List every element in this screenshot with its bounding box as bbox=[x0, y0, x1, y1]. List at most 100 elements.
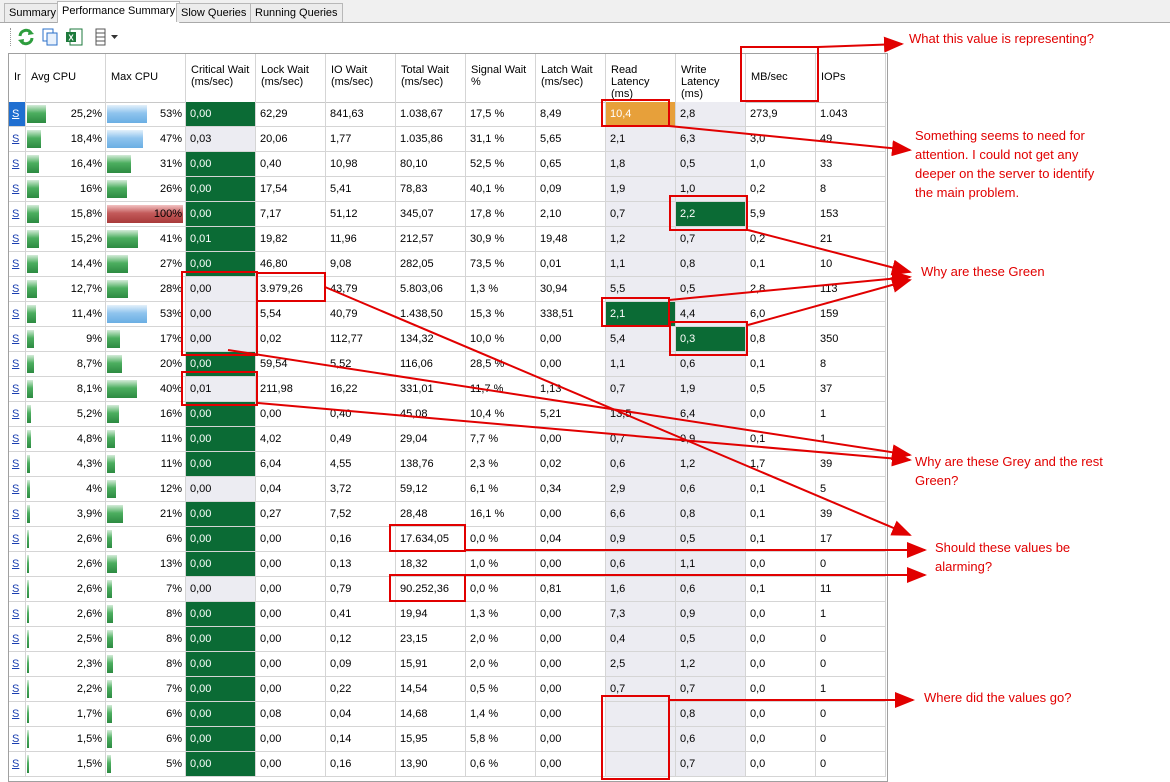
instance-link[interactable]: S bbox=[12, 508, 20, 520]
table-row[interactable]: S 5,2% 16% 0,00 0,00 0,40 45,08 10,4 % 5,21 13,5 6… bbox=[9, 402, 887, 427]
table-row[interactable]: S 14,4% 27% 0,00 46,80 9,08 282,05 73,5 % 0,01 1,… bbox=[9, 252, 887, 277]
tab-performance-summary[interactable]: Performance Summary bbox=[57, 1, 181, 23]
instance-link[interactable]: S bbox=[12, 358, 20, 370]
instance-cell[interactable]: S bbox=[9, 152, 26, 177]
instance-cell[interactable]: S bbox=[9, 127, 26, 152]
column-header-readlat[interactable]: Read Latency (ms) bbox=[606, 54, 676, 102]
table-row[interactable]: S 15,2% 41% 0,01 19,82 11,96 212,57 30,9 % 19,48… bbox=[9, 227, 887, 252]
column-header-signal[interactable]: Signal Wait % bbox=[466, 54, 536, 102]
instance-cell[interactable]: S bbox=[9, 527, 26, 552]
instance-cell[interactable]: S bbox=[9, 277, 26, 302]
instance-cell[interactable]: S bbox=[9, 427, 26, 452]
table-row[interactable]: S 2,3% 8% 0,00 0,00 0,09 15,91 2,0 % 0,00 2,5 1,2 0… bbox=[9, 652, 887, 677]
instance-link[interactable]: S bbox=[12, 758, 20, 770]
instance-link[interactable]: S bbox=[12, 633, 20, 645]
instance-link[interactable]: S bbox=[12, 133, 20, 145]
instance-cell[interactable]: S bbox=[9, 577, 26, 602]
instance-link[interactable]: S bbox=[12, 608, 20, 620]
instance-link[interactable]: S bbox=[12, 383, 20, 395]
table-row[interactable]: S 1,5% 5% 0,00 0,00 0,16 13,90 0,6 % 0,00 0,7 0,0 0 bbox=[9, 752, 887, 777]
instance-cell[interactable]: S bbox=[9, 652, 26, 677]
instance-cell[interactable]: S bbox=[9, 452, 26, 477]
instance-cell[interactable]: S bbox=[9, 352, 26, 377]
column-header-io[interactable]: IO Wait (ms/sec) bbox=[326, 54, 396, 102]
column-header-lock[interactable]: Lock Wait (ms/sec) bbox=[256, 54, 326, 102]
instance-link[interactable]: S bbox=[12, 233, 20, 245]
table-row[interactable]: S 8,7% 20% 0,00 59,54 5,52 116,06 28,5 % 0,00 1,1… bbox=[9, 352, 887, 377]
instance-cell[interactable]: S bbox=[9, 552, 26, 577]
instance-cell[interactable]: S bbox=[9, 602, 26, 627]
table-row[interactable]: S 2,6% 13% 0,00 0,00 0,13 18,32 1,0 % 0,00 0,6 1,1… bbox=[9, 552, 887, 577]
table-row[interactable]: S 1,5% 6% 0,00 0,00 0,14 15,95 5,8 % 0,00 0,6 0,0 0 bbox=[9, 727, 887, 752]
instance-cell[interactable]: S bbox=[9, 252, 26, 277]
instance-link[interactable]: S bbox=[12, 658, 20, 670]
column-header-latch[interactable]: Latch Wait (ms/sec) bbox=[536, 54, 606, 102]
instance-cell[interactable]: S bbox=[9, 102, 26, 127]
table-row[interactable]: S 16,4% 31% 0,00 0,40 10,98 80,10 52,5 % 0,65 1,8… bbox=[9, 152, 887, 177]
instance-cell[interactable]: S bbox=[9, 402, 26, 427]
instance-link[interactable]: S bbox=[12, 433, 20, 445]
column-header-avg[interactable]: Avg CPU bbox=[26, 54, 106, 102]
instance-link[interactable]: S bbox=[12, 183, 20, 195]
instance-cell[interactable]: S bbox=[9, 677, 26, 702]
instance-link[interactable]: S bbox=[12, 208, 20, 220]
instance-cell[interactable]: S bbox=[9, 477, 26, 502]
table-row[interactable]: S 4,8% 11% 0,00 4,02 0,49 29,04 7,7 % 0,00 0,7 0,9… bbox=[9, 427, 887, 452]
table-row[interactable]: S 9% 17% 0,00 0,02 112,77 134,32 10,0 % 0,00 5,4 0… bbox=[9, 327, 887, 352]
instance-cell[interactable]: S bbox=[9, 327, 26, 352]
instance-link[interactable]: S bbox=[12, 333, 20, 345]
table-row[interactable]: S 2,2% 7% 0,00 0,00 0,22 14,54 0,5 % 0,00 0,7 0,7 0… bbox=[9, 677, 887, 702]
instance-cell[interactable]: S bbox=[9, 227, 26, 252]
table-row[interactable]: S 8,1% 40% 0,01 211,98 16,22 331,01 11,7 % 1,13 0… bbox=[9, 377, 887, 402]
table-row[interactable]: S 4% 12% 0,00 0,04 3,72 59,12 6,1 % 0,34 2,9 0,6 0,… bbox=[9, 477, 887, 502]
instance-link[interactable]: S bbox=[12, 308, 20, 320]
table-row[interactable]: S 4,3% 11% 0,00 6,04 4,55 138,76 2,3 % 0,02 0,6 1,… bbox=[9, 452, 887, 477]
instance-cell[interactable]: S bbox=[9, 502, 26, 527]
dropdown-arrow-icon[interactable] bbox=[111, 35, 118, 40]
column-header-max[interactable]: Max CPU bbox=[106, 54, 186, 102]
column-header-ins[interactable]: Ir bbox=[9, 54, 26, 102]
column-header-mbsec[interactable]: MB/sec bbox=[746, 54, 816, 102]
table-row[interactable]: S 12,7% 28% 0,00 3.979,26 43,79 5.803,06 1,3 % 3… bbox=[9, 277, 887, 302]
tab-summary[interactable]: Summary bbox=[4, 3, 62, 22]
instance-link[interactable]: S bbox=[12, 483, 20, 495]
instance-cell[interactable]: S bbox=[9, 752, 26, 777]
instance-link[interactable]: S bbox=[12, 583, 20, 595]
instance-cell[interactable]: S bbox=[9, 627, 26, 652]
excel-export-icon[interactable]: X bbox=[64, 27, 84, 47]
instance-link[interactable]: S bbox=[12, 558, 20, 570]
table-row[interactable]: S 2,6% 6% 0,00 0,00 0,16 17.634,05 0,0 % 0,04 0,9… bbox=[9, 527, 887, 552]
instance-link[interactable]: S bbox=[12, 533, 20, 545]
table-row[interactable]: S 16% 26% 0,00 17,54 5,41 78,83 40,1 % 0,09 1,9 1,… bbox=[9, 177, 887, 202]
table-row[interactable]: S 2,6% 7% 0,00 0,00 0,79 90.252,36 0,0 % 0,81 1,6… bbox=[9, 577, 887, 602]
table-row[interactable]: S 25,2% 53% 0,00 62,29 841,63 1.038,67 17,5 % 8,… bbox=[9, 102, 887, 127]
instance-cell[interactable]: S bbox=[9, 702, 26, 727]
instance-cell[interactable]: S bbox=[9, 377, 26, 402]
column-header-iops[interactable]: IOPs bbox=[816, 54, 886, 102]
table-row[interactable]: S 1,7% 6% 0,00 0,08 0,04 14,68 1,4 % 0,00 0,8 0,0 0 bbox=[9, 702, 887, 727]
column-header-crit[interactable]: Critical Wait (ms/sec) bbox=[186, 54, 256, 102]
table-row[interactable]: S 18,4% 47% 0,03 20,06 1,77 1.035,86 31,1 % 5,65… bbox=[9, 127, 887, 152]
instance-link[interactable]: S bbox=[12, 283, 20, 295]
instance-cell[interactable]: S bbox=[9, 177, 26, 202]
column-header-total[interactable]: Total Wait (ms/sec) bbox=[396, 54, 466, 102]
table-row[interactable]: S 3,9% 21% 0,00 0,27 7,52 28,48 16,1 % 0,00 6,6 0,… bbox=[9, 502, 887, 527]
tab-slow-queries[interactable]: Slow Queries bbox=[176, 3, 252, 22]
columns-icon[interactable] bbox=[92, 27, 112, 47]
instance-cell[interactable]: S bbox=[9, 727, 26, 752]
table-row[interactable]: S 2,5% 8% 0,00 0,00 0,12 23,15 2,0 % 0,00 0,4 0,5 0… bbox=[9, 627, 887, 652]
column-header-writelat[interactable]: Write Latency (ms) bbox=[676, 54, 746, 102]
instance-link[interactable]: S bbox=[12, 458, 20, 470]
tab-running-queries[interactable]: Running Queries bbox=[250, 3, 343, 22]
refresh-icon[interactable] bbox=[16, 27, 36, 47]
instance-link[interactable]: S bbox=[12, 683, 20, 695]
instance-link[interactable]: S bbox=[12, 258, 20, 270]
instance-link[interactable]: S bbox=[12, 108, 20, 120]
table-row[interactable]: S 11,4% 53% 0,00 5,54 40,79 1.438,50 15,3 % 338,… bbox=[9, 302, 887, 327]
copy-icon[interactable] bbox=[40, 27, 60, 47]
table-row[interactable]: S 2,6% 8% 0,00 0,00 0,41 19,94 1,3 % 0,00 7,3 0,9 0… bbox=[9, 602, 887, 627]
instance-link[interactable]: S bbox=[12, 708, 20, 720]
instance-link[interactable]: S bbox=[12, 733, 20, 745]
table-row[interactable]: S 15,8% 100% 0,00 7,17 51,12 345,07 17,8 % 2,10 0… bbox=[9, 202, 887, 227]
instance-cell[interactable]: S bbox=[9, 202, 26, 227]
